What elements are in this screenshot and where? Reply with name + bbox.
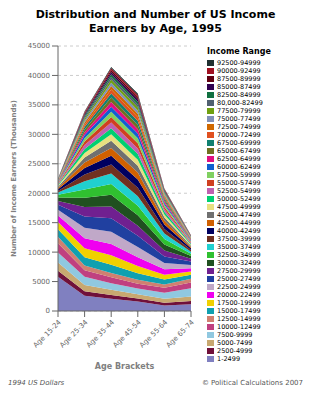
- html-text:20000-22499: 20000-22499: [217, 291, 261, 299]
- html-text:25000-27499: 25000-27499: [217, 275, 261, 283]
- html-text:7500-9999: 7500-9999: [217, 331, 253, 339]
- html-text:1994 US Dollars: 1994 US Dollars: [8, 379, 65, 387]
- html-text:2500-4999: 2500-4999: [217, 347, 253, 355]
- svg-text:5000: 5000: [32, 278, 50, 286]
- html-text:10000-12499: 10000-12499: [217, 323, 261, 331]
- html-text:55000-57499: 55000-57499: [217, 179, 261, 187]
- svg-text:Age 65-74: Age 65-74: [165, 318, 197, 350]
- svg-text:40000: 40000: [28, 72, 50, 80]
- html-text:40000-42499: 40000-42499: [217, 227, 261, 235]
- html-text:90000-92499: 90000-92499: [217, 67, 261, 75]
- html-text:82500-84999: 82500-84999: [217, 91, 261, 99]
- svg-text:25000: 25000: [28, 160, 50, 168]
- html-text:75000-77499: 75000-77499: [217, 115, 261, 123]
- html-text:27500-29999: 27500-29999: [217, 267, 261, 275]
- html-text:37500-39999: 37500-39999: [217, 235, 261, 243]
- html-text:17500-19999: 17500-19999: [217, 299, 261, 307]
- html-text:15000-17499: 15000-17499: [217, 307, 261, 315]
- svg-text:Age 25-34: Age 25-34: [58, 318, 90, 350]
- svg-text:10000: 10000: [28, 249, 50, 257]
- html-text:52500-54999: 52500-54999: [217, 187, 261, 195]
- svg-text:Number of Income Earners (Thou: Number of Income Earners (Thousands): [10, 100, 18, 257]
- html-text:65000-67499: 65000-67499: [217, 147, 261, 155]
- svg-text:Age Brackets: Age Brackets: [95, 362, 155, 371]
- html-text:72500-74999: 72500-74999: [217, 123, 261, 131]
- html-text:67500-69999: 67500-69999: [217, 139, 261, 147]
- svg-text:Age 15-24: Age 15-24: [31, 318, 63, 350]
- html-text:45000-47499: 45000-47499: [217, 211, 261, 219]
- html-text:1-2499: 1-2499: [217, 355, 240, 363]
- html-text:42500-44999: 42500-44999: [217, 219, 261, 227]
- html-text:77500-79999: 77500-79999: [217, 107, 261, 115]
- svg-text:35000: 35000: [28, 101, 50, 109]
- html-text:5000-7499: 5000-7499: [217, 339, 253, 347]
- svg-text:30000: 30000: [28, 131, 50, 139]
- html-text:35000-37499: 35000-37499: [217, 243, 261, 251]
- html-text:Earners by Age, 1995: Earners by Age, 1995: [89, 22, 222, 35]
- html-text:85000-87499: 85000-87499: [217, 83, 261, 91]
- html-text:Income Range: Income Range: [207, 47, 271, 56]
- svg-text:Age 45-54: Age 45-54: [111, 318, 143, 350]
- html-text:© Political Calculations 2007: © Political Calculations 2007: [201, 379, 303, 387]
- html-text:60000-62499: 60000-62499: [217, 163, 261, 171]
- svg-text:Age 55-64: Age 55-64: [138, 318, 170, 350]
- html-text:50000-52499: 50000-52499: [217, 195, 261, 203]
- html-text:80,000-82499: 80,000-82499: [217, 99, 263, 107]
- html-text:47500-49999: 47500-49999: [217, 203, 261, 211]
- svg-text:0: 0: [46, 307, 50, 315]
- html-text:92500-94999: 92500-94999: [217, 59, 261, 67]
- html-text:57500-59999: 57500-59999: [217, 171, 261, 179]
- svg-text:45000: 45000: [28, 42, 50, 50]
- html-text:12500-14999: 12500-14999: [217, 315, 261, 323]
- svg-text:20000: 20000: [28, 190, 50, 198]
- svg-text:15000: 15000: [28, 219, 50, 227]
- html-text:Distribution and Number of US: Distribution and Number of US Income: [35, 8, 276, 21]
- svg-text:Age 35-44: Age 35-44: [84, 318, 117, 350]
- html-text:22500-24999: 22500-24999: [217, 283, 261, 291]
- html-text:30000-32499: 30000-32499: [217, 259, 261, 267]
- html-text:32500-34999: 32500-34999: [217, 251, 261, 259]
- html-text:70000-72499: 70000-72499: [217, 131, 261, 139]
- html-text:62500-64999: 62500-64999: [217, 155, 261, 163]
- html-text:87500-89999: 87500-89999: [217, 75, 261, 83]
